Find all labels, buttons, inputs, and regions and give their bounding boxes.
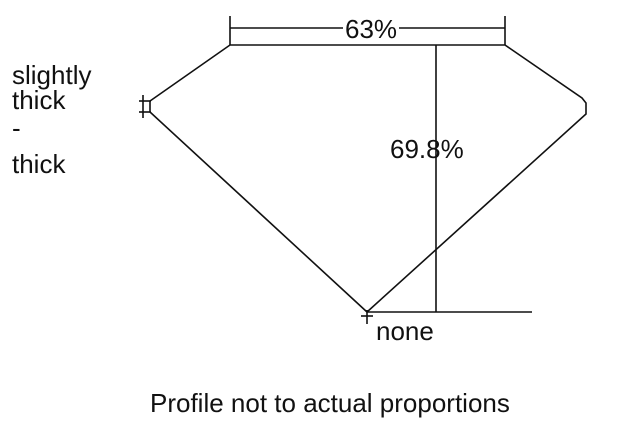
girdle-label-2: thick [12,85,66,115]
crown-pavilion-outline [149,44,587,314]
table-percent-label: 63% [343,14,400,44]
girdle-label-4: thick [12,149,66,179]
culet-marker [361,310,373,324]
culet-label: none [376,316,434,346]
girdle-marker [139,95,151,118]
girdle-label-1: slightly [12,60,92,90]
caption: Profile not to actual proportions [150,388,510,418]
depth-percent-label: 69.8% [390,134,464,164]
girdle-label-3: - [12,113,21,143]
